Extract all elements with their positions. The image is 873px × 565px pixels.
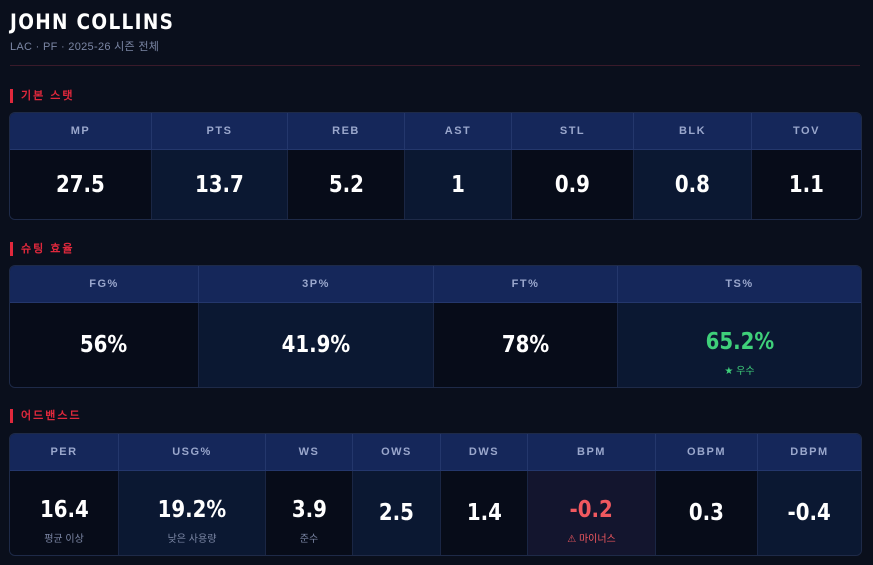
- stat-cell-ts: 65.2% ★ 우수: [618, 303, 861, 387]
- stat-cell-ws: 3.9 준수: [266, 471, 353, 555]
- basic-stats-value-row: 27.5 13.7 5.2 1 0.9 0.8 1.1: [10, 150, 861, 219]
- stat-note-per: 평균 이상: [44, 533, 84, 545]
- col-header-bpm: BPM: [528, 434, 656, 470]
- stat-value-stl: 0.9: [554, 171, 591, 198]
- col-header-3p: 3P%: [199, 266, 434, 302]
- stat-value-pts: 13.7: [195, 171, 244, 198]
- player-meta: LAC · PF · 2025-26 시즌 전체: [10, 41, 160, 53]
- stat-value-obpm: 0.3: [688, 500, 725, 526]
- section-title-advanced: 어드밴스드: [10, 409, 82, 423]
- stat-value-ts: 65.2%: [705, 328, 774, 355]
- stat-cell-obpm: 0.3: [656, 471, 758, 555]
- basic-stats-table: MP PTS REB AST STL BLK TOV 27.5 13.7 5.2…: [9, 112, 862, 220]
- stat-value-tov: 1.1: [788, 171, 825, 198]
- col-header-stl: STL: [512, 113, 634, 149]
- stat-value-mp: 27.5: [56, 171, 105, 198]
- stat-cell-blk: 0.8: [634, 150, 752, 219]
- shooting-stats-table: FG% 3P% FT% TS% 56% 41.9% 78% 65.2% ★ 우수: [9, 265, 862, 388]
- col-header-fg: FG%: [10, 266, 199, 302]
- advanced-stats-value-row: 16.4 평균 이상 19.2% 낮은 사용량 3.9 준수 2.5 1.4 -…: [10, 471, 861, 555]
- stat-value-ws: 3.9: [291, 496, 327, 523]
- stat-cell-usg: 19.2% 낮은 사용량: [119, 471, 266, 555]
- stat-cell-3p: 41.9%: [199, 303, 434, 387]
- stat-value-per: 16.4: [39, 496, 89, 523]
- section-title-shooting: 슈팅 효율: [10, 242, 75, 256]
- stat-cell-per: 16.4 평균 이상: [10, 471, 119, 555]
- col-header-ts: TS%: [725, 278, 754, 290]
- stat-cell-mp: 27.5: [10, 150, 152, 219]
- stat-value-ast: 1: [451, 171, 465, 198]
- stat-value-ft: 78%: [501, 332, 550, 358]
- stat-value-usg: 19.2%: [157, 496, 227, 523]
- col-header-dws: DWS: [441, 434, 528, 470]
- section-title-basic: 기본 스탯: [10, 89, 75, 103]
- stat-cell-pts: 13.7: [152, 150, 288, 219]
- stat-note-ws: 준수: [299, 533, 319, 545]
- stat-value-fg: 56%: [80, 332, 128, 358]
- shooting-stats-header-row: FG% 3P% FT% TS%: [10, 266, 861, 303]
- col-header-blk: BLK: [634, 113, 752, 149]
- stat-cell-ows: 2.5: [353, 471, 441, 555]
- stat-value-dws: 1.4: [466, 500, 502, 526]
- col-header-tov: TOV: [793, 125, 820, 137]
- col-header-obpm: OBPM: [656, 434, 758, 470]
- stat-cell-ast: 1: [405, 150, 512, 219]
- stat-note-usg: 낮은 사용량: [167, 533, 217, 545]
- stat-cell-stl: 0.9: [512, 150, 634, 219]
- stat-note-ts: ★ 우수: [724, 365, 755, 377]
- stat-cell-reb: 5.2: [288, 150, 405, 219]
- col-header-per: PER: [10, 434, 119, 470]
- stat-cell-dbpm: -0.4: [758, 471, 861, 555]
- stat-value-3p: 41.9%: [281, 332, 351, 358]
- col-header-pts: PTS: [152, 113, 288, 149]
- stat-value-dbpm: -0.4: [787, 500, 832, 526]
- col-header-ws: WS: [266, 434, 353, 470]
- stat-cell-tov: 1.1: [752, 150, 861, 219]
- col-header-ft: FT%: [434, 266, 618, 302]
- stat-cell-bpm: -0.2 ⚠ 마이너스: [528, 471, 656, 555]
- basic-stats-header-row: MP PTS REB AST STL BLK TOV: [10, 113, 861, 150]
- col-header-reb: REB: [288, 113, 405, 149]
- advanced-stats-header-row: PER USG% WS OWS DWS BPM OBPM DBPM: [10, 434, 861, 471]
- player-name: JOHN COLLINS: [10, 10, 175, 34]
- col-header-ows: OWS: [353, 434, 441, 470]
- stat-value-blk: 0.8: [674, 171, 711, 198]
- col-header-dbpm: DBPM: [790, 446, 829, 458]
- stat-value-reb: 5.2: [328, 171, 364, 198]
- col-header-ast: AST: [405, 113, 512, 149]
- stat-cell-dws: 1.4: [441, 471, 528, 555]
- col-header-mp: MP: [10, 113, 152, 149]
- stat-value-ows: 2.5: [378, 500, 415, 526]
- advanced-stats-table: PER USG% WS OWS DWS BPM OBPM DBPM 16.4 평…: [9, 433, 862, 556]
- player-header: JOHN COLLINS LAC · PF · 2025-26 시즌 전체: [10, 8, 197, 54]
- col-header-usg: USG%: [119, 434, 266, 470]
- stat-note-bpm: ⚠ 마이너스: [567, 533, 616, 545]
- shooting-stats-value-row: 56% 41.9% 78% 65.2% ★ 우수: [10, 303, 861, 387]
- header-divider: [10, 65, 860, 66]
- stat-cell-fg: 56%: [10, 303, 199, 387]
- stat-value-bpm: -0.2: [569, 496, 614, 523]
- stat-cell-ft: 78%: [434, 303, 618, 387]
